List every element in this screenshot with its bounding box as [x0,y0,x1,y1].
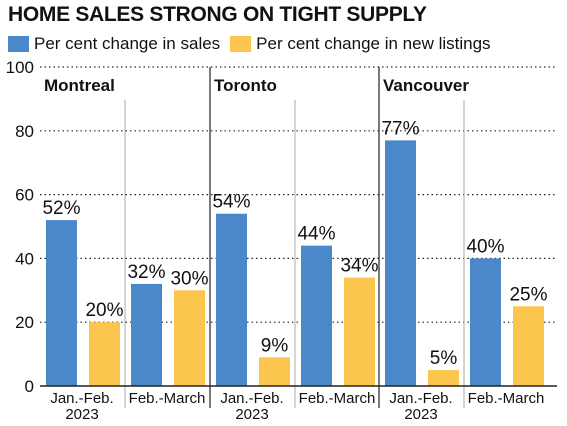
value-label-vancouver-p1-sales: 77% [381,118,419,139]
value-label-montreal-p2-sales: 32% [127,262,165,283]
bar-montreal-p1-listings [89,322,120,386]
bar-toronto-p1-listings [259,357,290,386]
value-label-vancouver-p2-listings: 25% [509,284,547,305]
bar-montreal-p2-listings [174,290,205,386]
chart-title: HOME SALES STRONG ON TIGHT SUPPLY [8,3,427,26]
bar-vancouver-p1-sales [385,140,416,386]
value-label-vancouver-p2-sales: 40% [466,236,504,257]
value-label-toronto-p2-sales: 44% [297,224,335,245]
y-tick-label-100: 100 [6,58,34,77]
legend-label-listings: Per cent change in new listings [256,34,491,53]
legend-swatch-sales [8,36,29,52]
x-label-vancouver-p2-line1: Feb.-March [468,390,545,407]
x-label-vancouver-p1-line2: 2023 [404,406,437,423]
group-label-toronto: Toronto [214,76,277,95]
bar-toronto-p1-sales [216,213,247,386]
x-label-vancouver-p1-line1: Jan.-Feb. [389,390,452,407]
bar-vancouver-p1-listings [428,370,459,386]
value-label-toronto-p1-sales: 54% [212,192,250,213]
legend: Per cent change in sales Per cent change… [8,33,501,55]
bar-vancouver-p2-sales [470,258,501,386]
x-label-montreal-p1-line1: Jan.-Feb. [50,390,113,407]
x-label-toronto-p2-line1: Feb.-March [299,390,376,407]
y-tick-label-80: 80 [15,122,34,141]
bar-montreal-p2-sales [131,283,162,386]
legend-item-listings: Per cent change in new listings [230,34,491,54]
value-label-montreal-p2-listings: 30% [170,268,208,289]
y-tick-label-20: 20 [15,313,34,332]
legend-item-sales: Per cent change in sales [8,34,220,54]
group-label-vancouver: Vancouver [383,76,469,95]
legend-swatch-listings [230,36,252,52]
x-label-toronto-p1-line1: Jan.-Feb. [220,390,283,407]
x-label-montreal-p2-line1: Feb.-March [129,390,206,407]
legend-label-sales: Per cent change in sales [34,34,221,53]
x-label-toronto-p1-line2: 2023 [235,406,268,423]
y-tick-label-0: 0 [25,377,34,396]
value-label-toronto-p2-listings: 34% [340,256,378,277]
value-label-montreal-p1-listings: 20% [85,300,123,321]
group-label-montreal: Montreal [44,76,115,95]
y-tick-label-60: 60 [15,186,34,205]
bar-toronto-p2-sales [301,245,332,386]
x-label-montreal-p1-line2: 2023 [65,406,98,423]
value-label-toronto-p1-listings: 9% [261,335,289,356]
bar-vancouver-p2-listings [513,306,544,386]
value-label-montreal-p1-sales: 52% [42,198,80,219]
y-tick-label-40: 40 [15,249,34,268]
bar-toronto-p2-listings [344,277,375,386]
value-label-vancouver-p1-listings: 5% [430,348,458,369]
bar-montreal-p1-sales [46,220,77,386]
